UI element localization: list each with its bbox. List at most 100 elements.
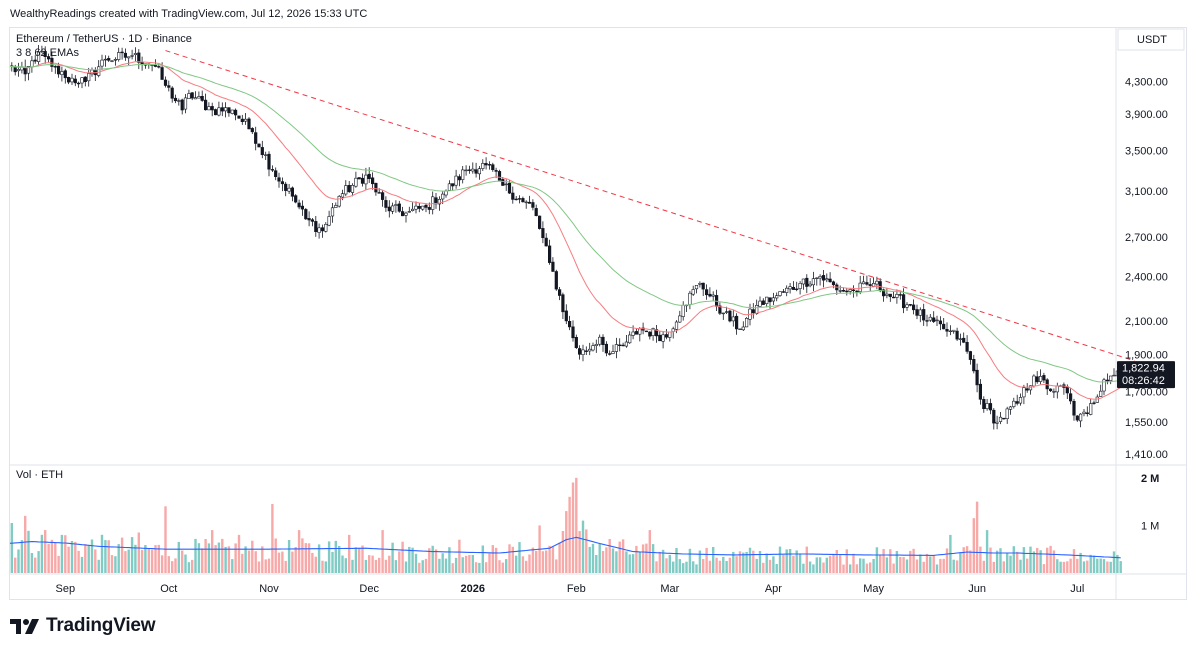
candle — [461, 166, 465, 184]
candle — [1075, 415, 1079, 422]
volume-bar — [661, 549, 665, 573]
volume-bar — [1116, 554, 1119, 573]
candle-body — [674, 321, 679, 330]
price-chart[interactable]: 4,800.004,300.003,900.003,500.003,100.00… — [10, 28, 1186, 599]
candle — [230, 109, 234, 115]
candle-body — [624, 341, 628, 347]
candle — [965, 335, 969, 354]
candle — [214, 108, 218, 116]
tradingview-logo[interactable]: TradingView — [10, 615, 156, 637]
candle — [634, 328, 638, 335]
candle-body — [634, 331, 638, 335]
candle-body — [952, 329, 956, 332]
candle-body — [861, 281, 866, 285]
volume-bar — [722, 556, 725, 573]
volume-bar — [114, 556, 117, 573]
candle — [294, 194, 298, 204]
candle-body — [661, 334, 665, 342]
volume-legend[interactable]: Vol · ETH — [16, 469, 64, 481]
volume-bar — [738, 551, 742, 573]
price-tick-label: 2,700.00 — [1125, 232, 1168, 244]
candle-body — [77, 82, 81, 85]
candle-body — [554, 271, 558, 290]
candle-body — [414, 205, 418, 210]
time-tick-label: Feb — [567, 583, 586, 595]
volume-bar — [828, 555, 832, 573]
ema-slow-line — [10, 64, 1121, 383]
candle-body — [471, 168, 475, 172]
candle-body — [654, 329, 659, 337]
candle — [66, 76, 71, 85]
candle-body — [40, 50, 44, 53]
volume-bar — [267, 558, 271, 573]
candle-body — [107, 58, 111, 61]
candle — [511, 186, 515, 204]
candle — [611, 344, 615, 355]
volume-bar — [201, 548, 204, 573]
price-tick-label: 2,400.00 — [1125, 271, 1168, 283]
volume-bar — [802, 563, 805, 573]
candle-body — [935, 319, 939, 322]
candle — [73, 75, 77, 87]
volume-bar — [17, 549, 20, 573]
candle — [487, 161, 492, 170]
candle — [581, 344, 585, 362]
volume-bar — [271, 504, 274, 573]
candle-body — [891, 296, 896, 299]
volume-bars — [10, 477, 1122, 573]
candle — [551, 257, 555, 272]
candle — [588, 342, 592, 356]
candle — [918, 307, 922, 323]
volume-bar — [358, 547, 361, 573]
candle — [778, 291, 782, 297]
volume-bar — [274, 538, 277, 573]
volume-bar — [461, 557, 464, 573]
candle-body — [350, 185, 355, 193]
volume-bar — [972, 518, 975, 573]
candle — [958, 333, 962, 346]
candle — [417, 203, 421, 213]
volume-bar — [24, 515, 27, 573]
volume-bar — [862, 558, 865, 573]
candle-body — [728, 310, 732, 322]
price-tick-label: 1,700.00 — [1125, 386, 1168, 398]
volume-bar — [581, 520, 585, 573]
candle-body — [604, 343, 608, 354]
candle — [838, 285, 842, 294]
volume-bar — [197, 543, 201, 573]
candle — [117, 47, 121, 62]
volume-bar — [515, 555, 518, 573]
volume-bar — [872, 559, 875, 573]
candle — [70, 73, 74, 85]
candle-body — [534, 208, 538, 216]
candle — [120, 47, 124, 60]
candle-body — [1085, 412, 1089, 414]
volume-bar — [601, 551, 605, 573]
candle — [217, 101, 221, 117]
candle — [1049, 388, 1053, 392]
chart-frame[interactable]: 4,800.004,300.003,900.003,500.003,100.00… — [9, 27, 1187, 600]
volume-bar — [164, 506, 167, 573]
volume-bar — [140, 550, 144, 573]
candle — [905, 302, 909, 311]
candle-body — [314, 221, 318, 232]
candle — [457, 174, 462, 187]
candle — [360, 173, 365, 187]
candle-body — [1069, 393, 1073, 402]
candle — [932, 311, 936, 323]
candle — [1012, 397, 1016, 409]
candle — [721, 312, 725, 320]
candle-body — [110, 60, 114, 62]
indicator-legend[interactable]: 3 8 62 EMAs — [16, 47, 79, 59]
candle — [731, 310, 735, 327]
candle — [978, 379, 982, 405]
symbol-legend[interactable]: Ethereum / TetherUS · 1D · Binance — [16, 33, 192, 45]
candle-body — [427, 207, 431, 210]
candle — [928, 314, 932, 322]
volume-ma — [10, 536, 1121, 559]
candle-body — [183, 97, 188, 110]
candle-body — [267, 153, 271, 170]
volume-bar — [1096, 558, 1099, 573]
candle-body — [264, 154, 268, 156]
candle-body — [621, 344, 625, 347]
